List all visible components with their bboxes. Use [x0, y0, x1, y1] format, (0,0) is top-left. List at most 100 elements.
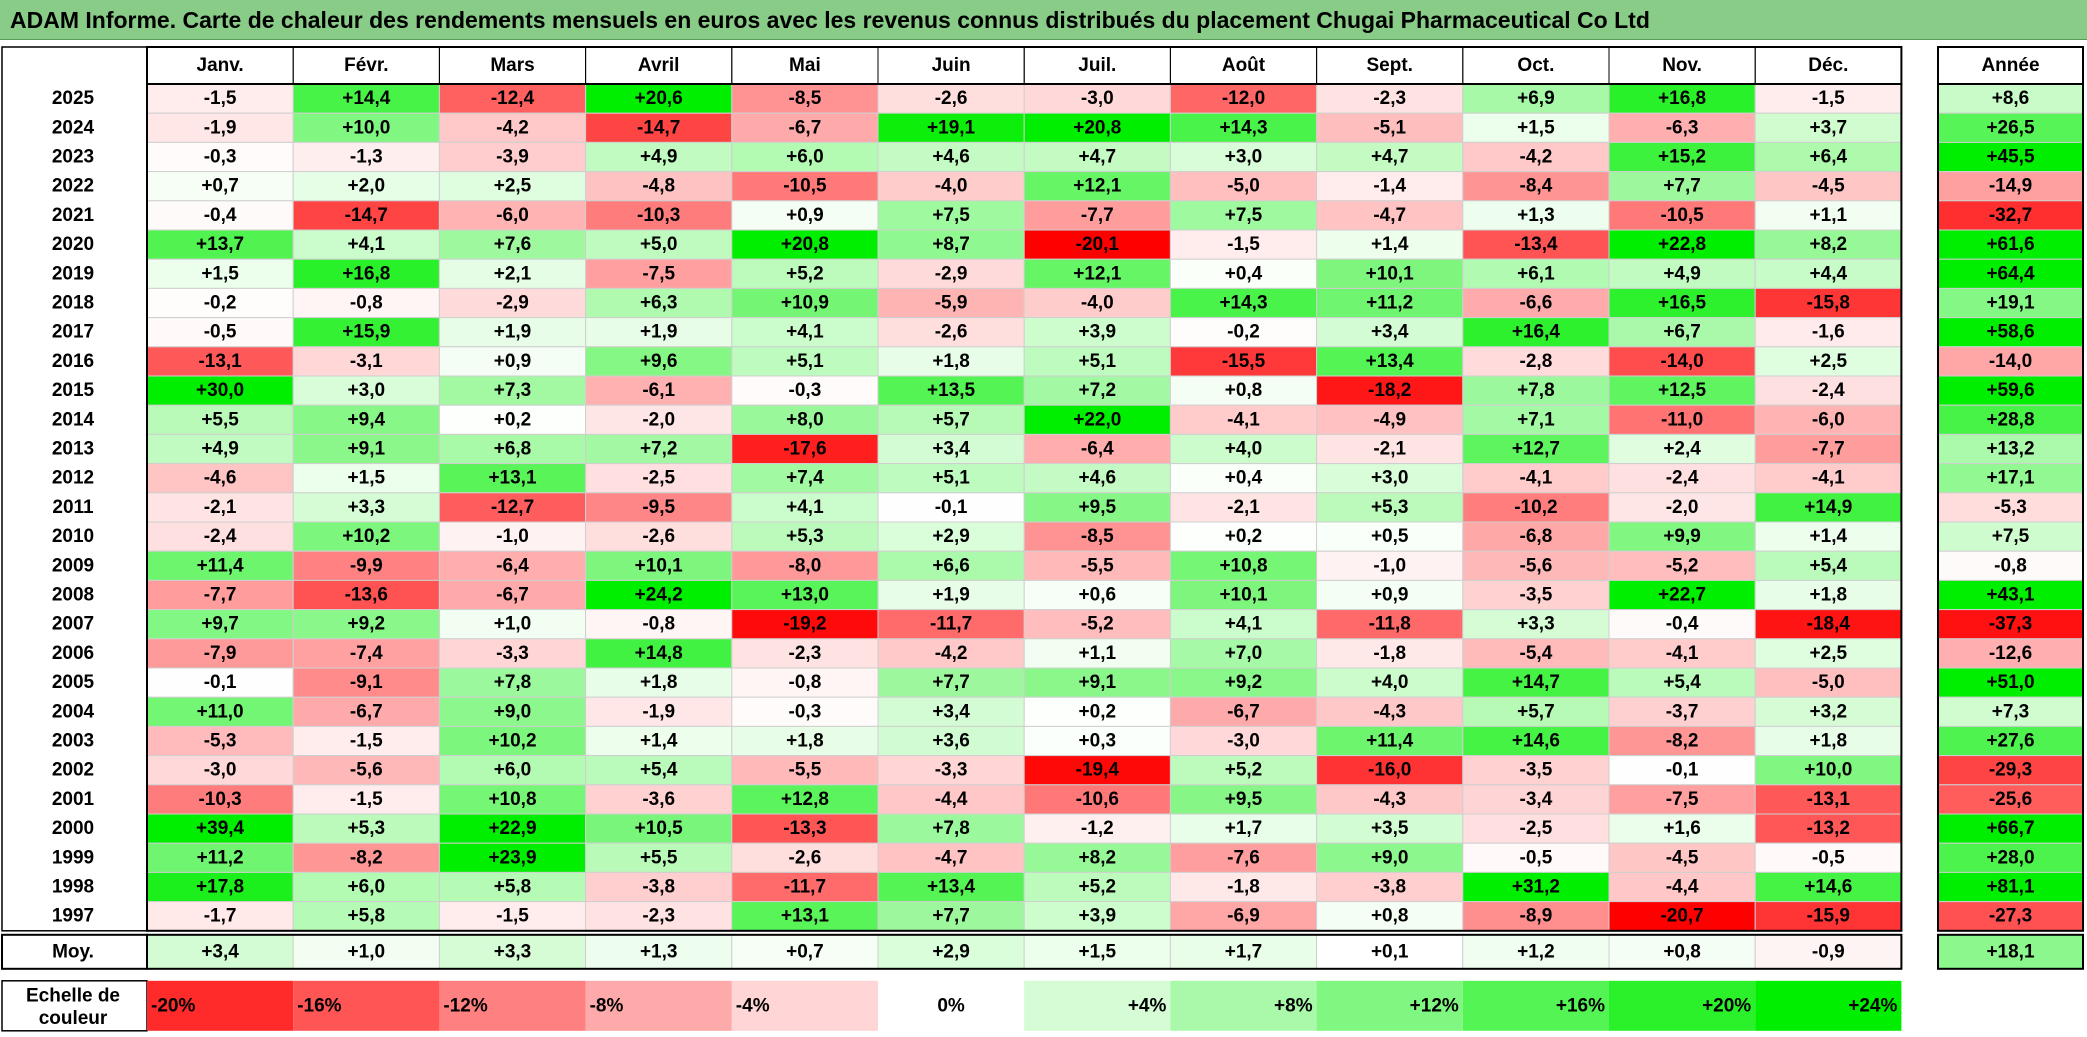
cell-value: +5,4 — [1810, 555, 1848, 576]
cell-value: -8,5 — [1081, 526, 1114, 547]
heatmap-cell — [438, 609, 587, 640]
heatmap-cell — [731, 609, 879, 640]
heatmap-cell — [438, 317, 587, 348]
heatmap-cell — [585, 463, 733, 494]
cell-value: -4,1 — [1666, 643, 1699, 664]
month-header-label: Juin — [932, 55, 971, 76]
cell-value: -2,6 — [789, 847, 822, 868]
cell-value: -3,0 — [1081, 88, 1114, 109]
annual-value: +7,3 — [1992, 701, 2030, 722]
heatmap-cell — [877, 375, 1025, 406]
cell-value: -8,4 — [1520, 176, 1553, 197]
scale-step-label: -12% — [443, 995, 487, 1016]
heatmap-cell — [585, 287, 733, 319]
cell-value: +1,8 — [932, 351, 970, 372]
heatmap-cell — [1023, 112, 1171, 143]
cell-value: -6,4 — [496, 555, 529, 576]
average-value: +0,1 — [1371, 941, 1409, 962]
heatmap-cell — [1023, 83, 1171, 114]
annual-cell — [1937, 609, 2084, 640]
heatmap-cell — [1754, 287, 1902, 319]
cell-value: -5,2 — [1081, 614, 1114, 635]
heatmap-cell — [1316, 521, 1464, 552]
heatmap-cell — [1754, 229, 1902, 260]
heatmap-cell — [1169, 229, 1318, 260]
heatmap-cell — [1462, 375, 1610, 406]
heatmap-cell — [438, 784, 587, 815]
heatmap-cell — [877, 842, 1025, 873]
cell-value: -14,0 — [1660, 351, 1703, 372]
cell-value: +7,2 — [640, 439, 678, 460]
cell-value: +14,3 — [1219, 117, 1267, 138]
cell-value: +1,0 — [494, 614, 532, 635]
cell-value: +3,6 — [932, 731, 970, 752]
cell-value: -3,3 — [935, 760, 968, 781]
cell-value: +1,8 — [1810, 585, 1848, 606]
scale-step-label: -16% — [297, 995, 341, 1016]
heatmap-cell — [438, 141, 587, 173]
average-value: +1,5 — [1079, 941, 1117, 962]
heatmap-cell — [1754, 346, 1902, 377]
month-header-label: Mars — [490, 55, 534, 76]
cell-value: +1,1 — [1079, 643, 1117, 664]
heatmap-cell — [292, 784, 440, 815]
cell-value: -13,4 — [1514, 234, 1558, 255]
cell-value: +6,0 — [494, 760, 532, 781]
heatmap-cell — [1462, 492, 1610, 523]
heatmap-cell — [438, 112, 587, 143]
cell-value: +5,7 — [932, 409, 970, 430]
cell-value: +5,1 — [932, 468, 970, 489]
heatmap-cell — [292, 842, 440, 873]
scale-step-label: +16% — [1556, 995, 1605, 1016]
annual-value: +81,1 — [1986, 877, 2035, 898]
heatmap-cell — [1169, 112, 1318, 143]
heatmap-cell — [292, 287, 440, 319]
cell-value: -12,0 — [1222, 88, 1265, 109]
cell-value: +1,7 — [1225, 818, 1263, 839]
heatmap-cell — [146, 871, 294, 903]
cell-value: +7,3 — [494, 380, 532, 401]
annual-value: +43,1 — [1986, 585, 2035, 606]
heatmap-cell — [1169, 579, 1318, 611]
cell-value: -4,1 — [1812, 468, 1845, 489]
month-header-label: Févr. — [344, 55, 388, 76]
heatmap-cell — [731, 813, 879, 844]
heatmap-cell — [1754, 258, 1902, 289]
cell-value: +5,1 — [786, 351, 824, 372]
cell-value: -1,5 — [350, 731, 383, 752]
cell-value: +2,9 — [932, 526, 970, 547]
cell-value: +1,8 — [640, 672, 678, 693]
cell-value: -3,7 — [1666, 701, 1699, 722]
heatmap-cell — [1462, 609, 1610, 640]
cell-value: -3,0 — [1227, 731, 1260, 752]
scale-swatch — [1170, 980, 1317, 1031]
heatmap-cell — [292, 638, 440, 669]
cell-value: +0,2 — [1225, 526, 1263, 547]
cell-value: -0,2 — [1227, 322, 1260, 343]
cell-value: +11,0 — [197, 701, 244, 722]
cell-value: -14,7 — [345, 205, 388, 226]
heatmap-cell — [292, 112, 440, 143]
average-annual-value: +18,1 — [1986, 941, 2035, 962]
cell-value: +9,6 — [640, 351, 678, 372]
annual-cell — [1937, 317, 2084, 348]
heatmap-cell — [731, 667, 879, 698]
annual-value: -25,6 — [1989, 789, 2032, 810]
cell-value: +6,1 — [1517, 263, 1555, 284]
heatmap-cell — [1316, 550, 1464, 581]
cell-value: -2,4 — [1812, 380, 1845, 401]
annual-cell — [1937, 813, 2084, 844]
heatmap-cell — [1754, 638, 1902, 669]
cell-value: +4,1 — [348, 234, 386, 255]
cell-value: -2,6 — [935, 88, 968, 109]
heatmap-cell — [1169, 755, 1318, 786]
year-label: 2004 — [52, 701, 95, 722]
year-label: 2024 — [52, 117, 95, 138]
cell-value: +0,4 — [1225, 263, 1263, 284]
scale-label-line2: couleur — [39, 1008, 108, 1029]
cell-value: -0,4 — [204, 205, 237, 226]
cell-value: -0,3 — [789, 380, 822, 401]
year-label: 2021 — [52, 205, 95, 226]
year-label: 2012 — [52, 468, 94, 489]
